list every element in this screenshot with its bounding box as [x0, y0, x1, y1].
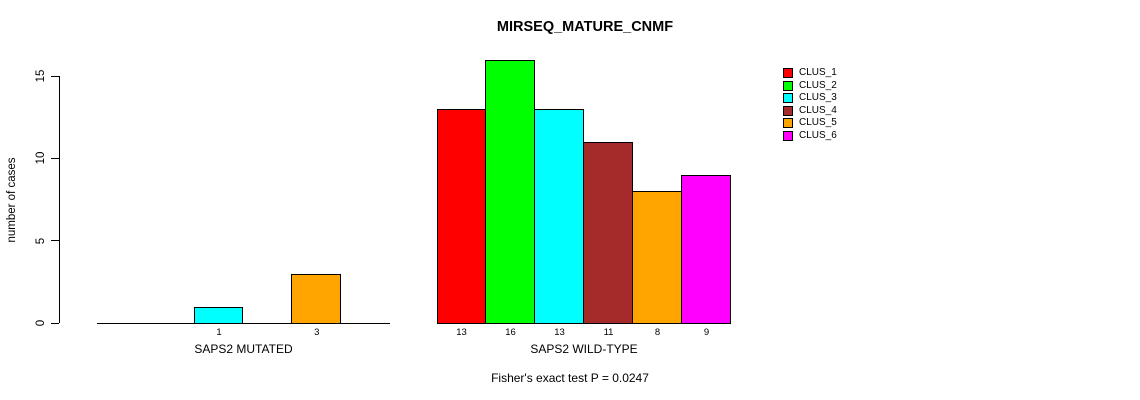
y-axis-line	[59, 76, 60, 323]
legend-swatch-clus_2	[783, 80, 793, 91]
bar-value-label: 11	[603, 327, 614, 338]
y-tick-label: 0	[35, 319, 47, 327]
y-tick-mark	[51, 157, 59, 159]
legend-label-clus_5: CLUS_5	[799, 117, 837, 129]
y-tick-label: 5	[35, 237, 47, 244]
bar-clus_6	[340, 323, 390, 324]
legend-label-clus_3: CLUS_3	[799, 92, 837, 104]
y-tick-label: 15	[35, 69, 47, 83]
bar-value-label: 1	[216, 327, 222, 338]
y-axis-label: number of cases	[6, 157, 18, 243]
legend-label-clus_2: CLUS_2	[799, 79, 837, 91]
bar-value-label: 16	[505, 327, 516, 338]
chart-title: MIRSEQ_MATURE_CNMF	[496, 19, 674, 35]
bar-value-label: 3	[314, 327, 320, 338]
bar-clus_1	[97, 323, 146, 324]
legend-swatch-clus_5	[783, 118, 793, 129]
legend-swatch-clus_4	[783, 105, 793, 116]
bar-clus_6	[681, 174, 731, 324]
bar-value-label: 13	[554, 327, 565, 338]
bar-clus_5	[632, 191, 682, 324]
bar-value-label: 9	[703, 327, 710, 338]
bar-clus_4	[242, 323, 293, 324]
group-label-saps2-wild-type: SAPS2 WILD-TYPE	[530, 342, 638, 356]
bar-clus_4	[583, 141, 633, 324]
legend-label-clus_1: CLUS_1	[799, 67, 837, 78]
legend-label-clus_4: CLUS_4	[799, 104, 837, 116]
legend-swatch-clus_3	[783, 93, 793, 104]
legend-label-clus_6: CLUS_6	[799, 130, 837, 141]
bar-value-label: 8	[654, 327, 661, 338]
group-label-saps2-mutated: SAPS2 MUTATED	[194, 342, 293, 356]
y-tick-mark	[51, 322, 59, 324]
bar-value-label: 13	[456, 327, 467, 338]
bar-clus_2	[485, 59, 535, 324]
bar-clus_2	[144, 323, 195, 324]
bar-clus_3	[193, 306, 244, 324]
y-tick-label: 10	[35, 151, 47, 165]
bar-clus_3	[534, 108, 584, 324]
y-tick-mark	[51, 75, 59, 77]
bar-clus_5	[291, 273, 342, 324]
legend-swatch-clus_1	[783, 68, 793, 78]
y-tick-mark	[51, 240, 59, 242]
fisher-test-annotation: Fisher's exact test P = 0.0247	[491, 371, 649, 385]
legend-swatch-clus_6	[783, 131, 793, 141]
bar-clus_1	[437, 108, 486, 324]
